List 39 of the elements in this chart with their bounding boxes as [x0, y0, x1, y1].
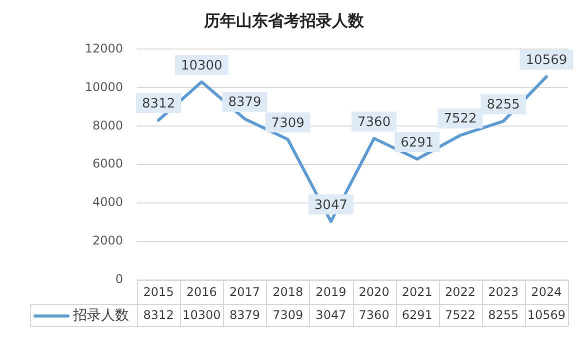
x-tick-label: 2018 — [272, 285, 304, 300]
data-label: 7522 — [444, 112, 477, 127]
x-tick-label: 2021 — [402, 285, 432, 300]
legend-label: 招录人数 — [72, 308, 129, 324]
y-tick-label: 4000 — [92, 195, 123, 210]
x-tick-label: 2019 — [316, 285, 346, 300]
data-label: 3047 — [314, 198, 348, 213]
x-tick-label: 2020 — [358, 285, 390, 300]
y-tick-label: 12000 — [84, 41, 123, 56]
x-tick-label: 2016 — [186, 285, 217, 300]
text: 7309 — [272, 308, 304, 322]
text: 8312 — [143, 308, 174, 322]
y-tick-label: 2000 — [92, 234, 123, 248]
x-tick-label: 2017 — [229, 285, 260, 300]
data-label: 10569 — [526, 53, 568, 68]
x-tick-label: 2024 — [531, 285, 562, 300]
y-tick-label: 8000 — [92, 118, 123, 132]
data-label: 10300 — [180, 58, 222, 74]
data-label: 6291 — [400, 135, 434, 150]
data-label: 8379 — [228, 95, 262, 110]
y-tick-label: 10000 — [84, 80, 123, 94]
data-label: 7360 — [358, 114, 391, 130]
data-label: 7309 — [271, 116, 304, 131]
x-tick-label: 2015 — [143, 285, 174, 300]
chart-title: 历年山东省考招录人数 — [203, 10, 365, 30]
x-tick-label: 2023 — [488, 285, 519, 300]
text: 8255 — [488, 308, 519, 322]
text: 7522 — [444, 308, 476, 322]
text: 10569 — [527, 308, 566, 322]
x-tick-label: 2022 — [444, 285, 476, 300]
data-label: 8255 — [486, 98, 520, 113]
text: 8379 — [229, 308, 260, 322]
text: 10300 — [182, 308, 221, 322]
y-tick-label: 0 — [115, 272, 123, 286]
text: 3047 — [316, 308, 346, 322]
text: 7360 — [358, 308, 390, 322]
y-tick-label: 6000 — [92, 156, 123, 171]
data-label: 8312 — [142, 96, 176, 112]
text: 6291 — [402, 308, 432, 322]
